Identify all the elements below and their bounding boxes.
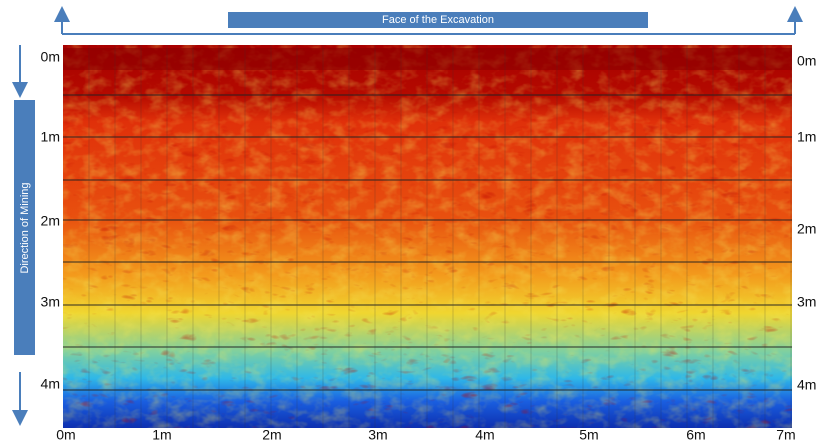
bottom-axis-label: 0m xyxy=(56,427,75,443)
heatmap xyxy=(63,45,792,428)
banner-title: Face of the Excavation xyxy=(382,14,494,26)
right-axis-label: 1m xyxy=(797,129,816,145)
bottom-axis-label: 7m xyxy=(776,427,795,443)
right-axis-label: 0m xyxy=(797,53,816,69)
left-axis-label: 1m xyxy=(41,129,60,145)
banner xyxy=(228,12,648,28)
left-axis-label: 4m xyxy=(41,376,60,392)
bottom-axis-label: 3m xyxy=(368,427,387,443)
right-axis-label: 3m xyxy=(797,294,816,310)
left-axis-label: 0m xyxy=(41,49,60,65)
bottom-axis-label: 2m xyxy=(262,427,281,443)
left-axis-label: 2m xyxy=(41,213,60,229)
right-axis-label: 4m xyxy=(797,377,816,393)
bottom-axis-label: 1m xyxy=(152,427,171,443)
side-banner xyxy=(14,100,35,355)
bottom-axis-label: 5m xyxy=(579,427,598,443)
bottom-axis-label: 6m xyxy=(686,427,705,443)
grid xyxy=(63,45,792,428)
side-label: Direction of Mining xyxy=(19,182,31,273)
left-axis-label: 3m xyxy=(41,294,60,310)
bottom-axis-label: 4m xyxy=(475,427,494,443)
axis-labels: 0m 1m 2m 3m 4m 0m 1m 2m 3m 4m 0m 1m 2m 3m 4m 5m 6m 7m xyxy=(41,49,817,443)
right-axis-label: 2m xyxy=(797,221,816,237)
